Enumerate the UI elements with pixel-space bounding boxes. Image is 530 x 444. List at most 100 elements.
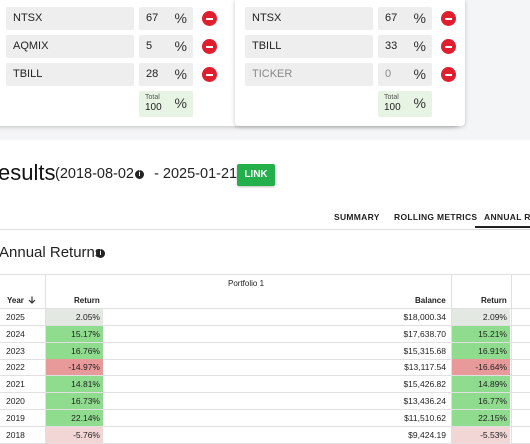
- year-column-header[interactable]: Year: [7, 296, 36, 305]
- weight-input[interactable]: 0 %: [378, 63, 432, 86]
- weight-value: 33: [385, 40, 398, 52]
- balance-cell: $18,000.34: [403, 312, 446, 322]
- table-row: 2020 16.73% $13,436.24 16.77%: [0, 393, 530, 410]
- year-cell: 2025: [6, 312, 25, 322]
- active-tab-indicator: [475, 226, 530, 228]
- weight-value: 5: [146, 40, 153, 52]
- weight-value: 67: [385, 12, 398, 24]
- balance-cell: $9,424.19: [408, 429, 446, 440]
- balance-cell: $15,315.68: [403, 345, 446, 356]
- remove-asset-icon[interactable]: [441, 39, 456, 54]
- return-cell: 15.21%: [452, 325, 510, 342]
- return-cell: 22.15%: [452, 409, 510, 426]
- percent-sign: %: [413, 38, 426, 54]
- return-cell: -5.53%: [452, 426, 510, 443]
- ticker-input[interactable]: TICKER: [245, 63, 373, 86]
- date-range: (2018-08-02 - 2025-01-21): [55, 166, 242, 182]
- ticker-input[interactable]: NTSX: [245, 7, 373, 30]
- return-cell: 2.05%: [46, 309, 103, 325]
- year-cell: 2020: [6, 396, 25, 406]
- return-cell: -14.97%: [46, 359, 103, 376]
- return-cell: 14.89%: [452, 376, 510, 393]
- table-row: 2025 2.05% $18,000.34 2.09%: [0, 309, 530, 326]
- tab-rolling-metrics[interactable]: ROLLING METRICS: [394, 212, 478, 222]
- table-row: 2018 -5.76% $9,424.19 -5.53%: [0, 426, 530, 444]
- table-row: 2019 22.14% $11,510.62 22.15%: [0, 409, 530, 427]
- percent-sign: %: [174, 38, 187, 54]
- total-value: 100: [384, 102, 401, 113]
- weight-input[interactable]: 5 %: [139, 35, 193, 58]
- percent-sign: %: [413, 95, 426, 111]
- weight-input[interactable]: 67 %: [378, 7, 432, 30]
- remove-asset-icon[interactable]: [202, 67, 217, 82]
- ticker-input[interactable]: TBILL: [6, 63, 134, 86]
- return-cell: 22.14%: [46, 409, 103, 426]
- percent-sign: %: [413, 10, 426, 26]
- return-cell: 16.73%: [46, 393, 103, 409]
- weight-input[interactable]: 67 %: [139, 7, 193, 30]
- return-cell: -5.76%: [46, 426, 103, 443]
- ticker-input[interactable]: TBILL: [245, 35, 373, 58]
- link-button[interactable]: LINK: [237, 164, 275, 186]
- table-row: 2023 16.76% $15,315.68 16.91%: [0, 342, 530, 360]
- date-range-start: (2018-08-02: [55, 166, 134, 182]
- year-cell: 2021: [6, 379, 25, 390]
- balance-cell: $13,436.24: [403, 396, 446, 406]
- return-cell: -16.64%: [452, 359, 510, 376]
- table-row: 2021 14.81% $15,426.82 14.89%: [0, 376, 530, 394]
- return-cell: 2.09%: [452, 309, 510, 325]
- balance-cell: $13,117.54: [404, 362, 446, 373]
- results-title: esults: [0, 160, 56, 185]
- return-cell: 16.91%: [452, 342, 510, 359]
- results-tabs: SUMMARY ROLLING METRICS ANNUAL RETU: [0, 205, 530, 230]
- return-cell: 15.17%: [46, 325, 103, 342]
- remove-asset-icon[interactable]: [202, 39, 217, 54]
- weight-input[interactable]: 28 %: [139, 63, 193, 86]
- portfolio-header: Portfolio 1: [228, 279, 265, 288]
- portfolio-2-card: NTSX 67 % TBILL 33 % TICKER 0 % Total 10…: [235, 0, 465, 126]
- tab-summary[interactable]: SUMMARY: [334, 212, 380, 222]
- table-row: 2022 -14.97% $13,117.54 -16.64%: [0, 359, 530, 377]
- weight-value: 0: [385, 68, 392, 80]
- total-value: 100: [145, 102, 162, 113]
- weight-input[interactable]: 33 %: [378, 35, 432, 58]
- percent-sign: %: [174, 10, 187, 26]
- date-range-end: - 2025-01-21): [154, 166, 242, 182]
- annual-returns-table: Portfolio 1 Year Return Balance Return 2…: [0, 274, 530, 444]
- balance-column-header: Balance: [415, 296, 446, 305]
- info-icon[interactable]: i: [135, 170, 144, 179]
- tab-annual-returns[interactable]: ANNUAL RETU: [484, 212, 530, 222]
- return-cell: 16.76%: [46, 342, 103, 359]
- annual-returns-title: Annual Returns: [0, 244, 103, 261]
- total-label: Total: [384, 94, 399, 101]
- balance-cell: $15,426.82: [403, 379, 446, 390]
- year-cell: 2023: [6, 345, 25, 356]
- total-weight: Total 100 %: [139, 91, 193, 117]
- return-column-header: Return: [481, 296, 507, 305]
- year-cell: 2022: [6, 362, 25, 373]
- table-row: 2024 15.17% $17,638.70 15.21%: [0, 325, 530, 343]
- balance-cell: $11,510.62: [404, 412, 446, 423]
- percent-sign: %: [174, 95, 187, 111]
- total-label: Total: [145, 94, 160, 101]
- year-cell: 2018: [6, 429, 25, 440]
- return-cell: 16.77%: [452, 393, 510, 409]
- return-cell: 14.81%: [46, 376, 103, 393]
- remove-asset-icon[interactable]: [441, 11, 456, 26]
- percent-sign: %: [174, 66, 187, 82]
- weight-value: 67: [146, 12, 159, 24]
- return-column-header: Return: [74, 296, 100, 305]
- remove-asset-icon[interactable]: [202, 11, 217, 26]
- sort-arrow-down-icon: [28, 296, 36, 304]
- year-cell: 2024: [6, 328, 25, 339]
- ticker-input[interactable]: NTSX: [6, 7, 134, 30]
- percent-sign: %: [413, 66, 426, 82]
- remove-asset-icon[interactable]: [441, 67, 456, 82]
- year-cell: 2019: [6, 412, 25, 423]
- total-weight: Total 100 %: [378, 91, 432, 117]
- info-icon[interactable]: i: [96, 249, 105, 258]
- balance-cell: $17,638.70: [403, 328, 446, 339]
- section-title: Annual Returns: [0, 244, 102, 261]
- weight-value: 28: [146, 68, 159, 80]
- ticker-input[interactable]: AQMIX: [6, 35, 134, 58]
